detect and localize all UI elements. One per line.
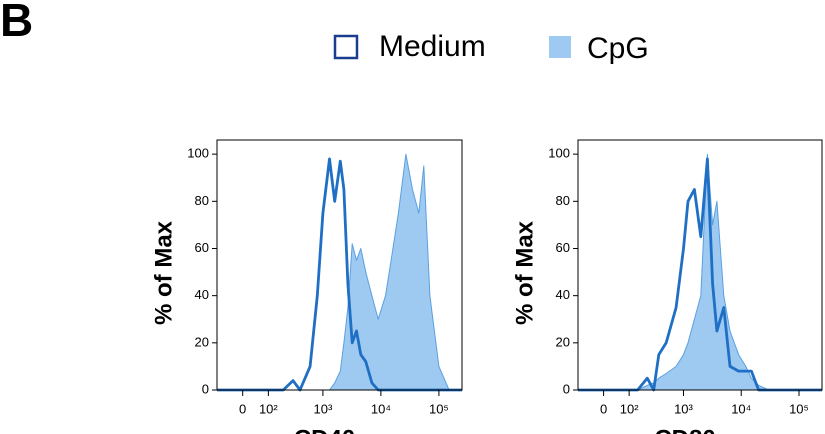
x-tick-label: 10⁵: [789, 401, 809, 416]
plot-frame: [216, 139, 463, 391]
y-tick-label: 20: [195, 334, 209, 349]
x-tick-label: 10³: [314, 401, 333, 416]
y-tick-label: 20: [556, 334, 570, 349]
y-tick-label: 40: [195, 287, 209, 302]
y-tick-label: 60: [556, 240, 570, 255]
x-axis-label: CD40: [294, 425, 355, 434]
legend-swatch: [333, 34, 359, 60]
y-tick-label: 0: [202, 381, 209, 396]
histogram-area: [216, 153, 463, 391]
x-tick-label: 10⁴: [371, 401, 391, 416]
x-tick-label: 10⁵: [429, 401, 449, 416]
y-tick-label: 0: [563, 381, 570, 396]
y-tick-label: 80: [195, 193, 209, 208]
y-tick-label: 80: [556, 193, 570, 208]
y-axis-label: % of Max: [511, 220, 538, 325]
x-tick-label: 10²: [620, 401, 639, 416]
x-tick-label: 0: [600, 401, 607, 416]
legend-label: Medium: [379, 30, 486, 63]
x-tick-label: 10⁴: [731, 401, 751, 416]
plot-frame: [577, 139, 823, 391]
panel-label: B: [0, 0, 33, 46]
y-axis-label: % of Max: [150, 220, 177, 325]
y-tick-label: 100: [187, 146, 209, 161]
x-tick-label: 10²: [259, 401, 278, 416]
histogram-area: [577, 153, 823, 391]
y-tick-label: 100: [548, 146, 570, 161]
y-tick-label: 60: [195, 240, 209, 255]
x-axis-label: CD80: [654, 425, 715, 434]
x-tick-label: 0: [239, 401, 246, 416]
legend-swatch: [549, 36, 571, 58]
x-tick-label: 10³: [674, 401, 693, 416]
y-tick-label: 40: [556, 287, 570, 302]
legend-label: CpG: [587, 32, 649, 65]
